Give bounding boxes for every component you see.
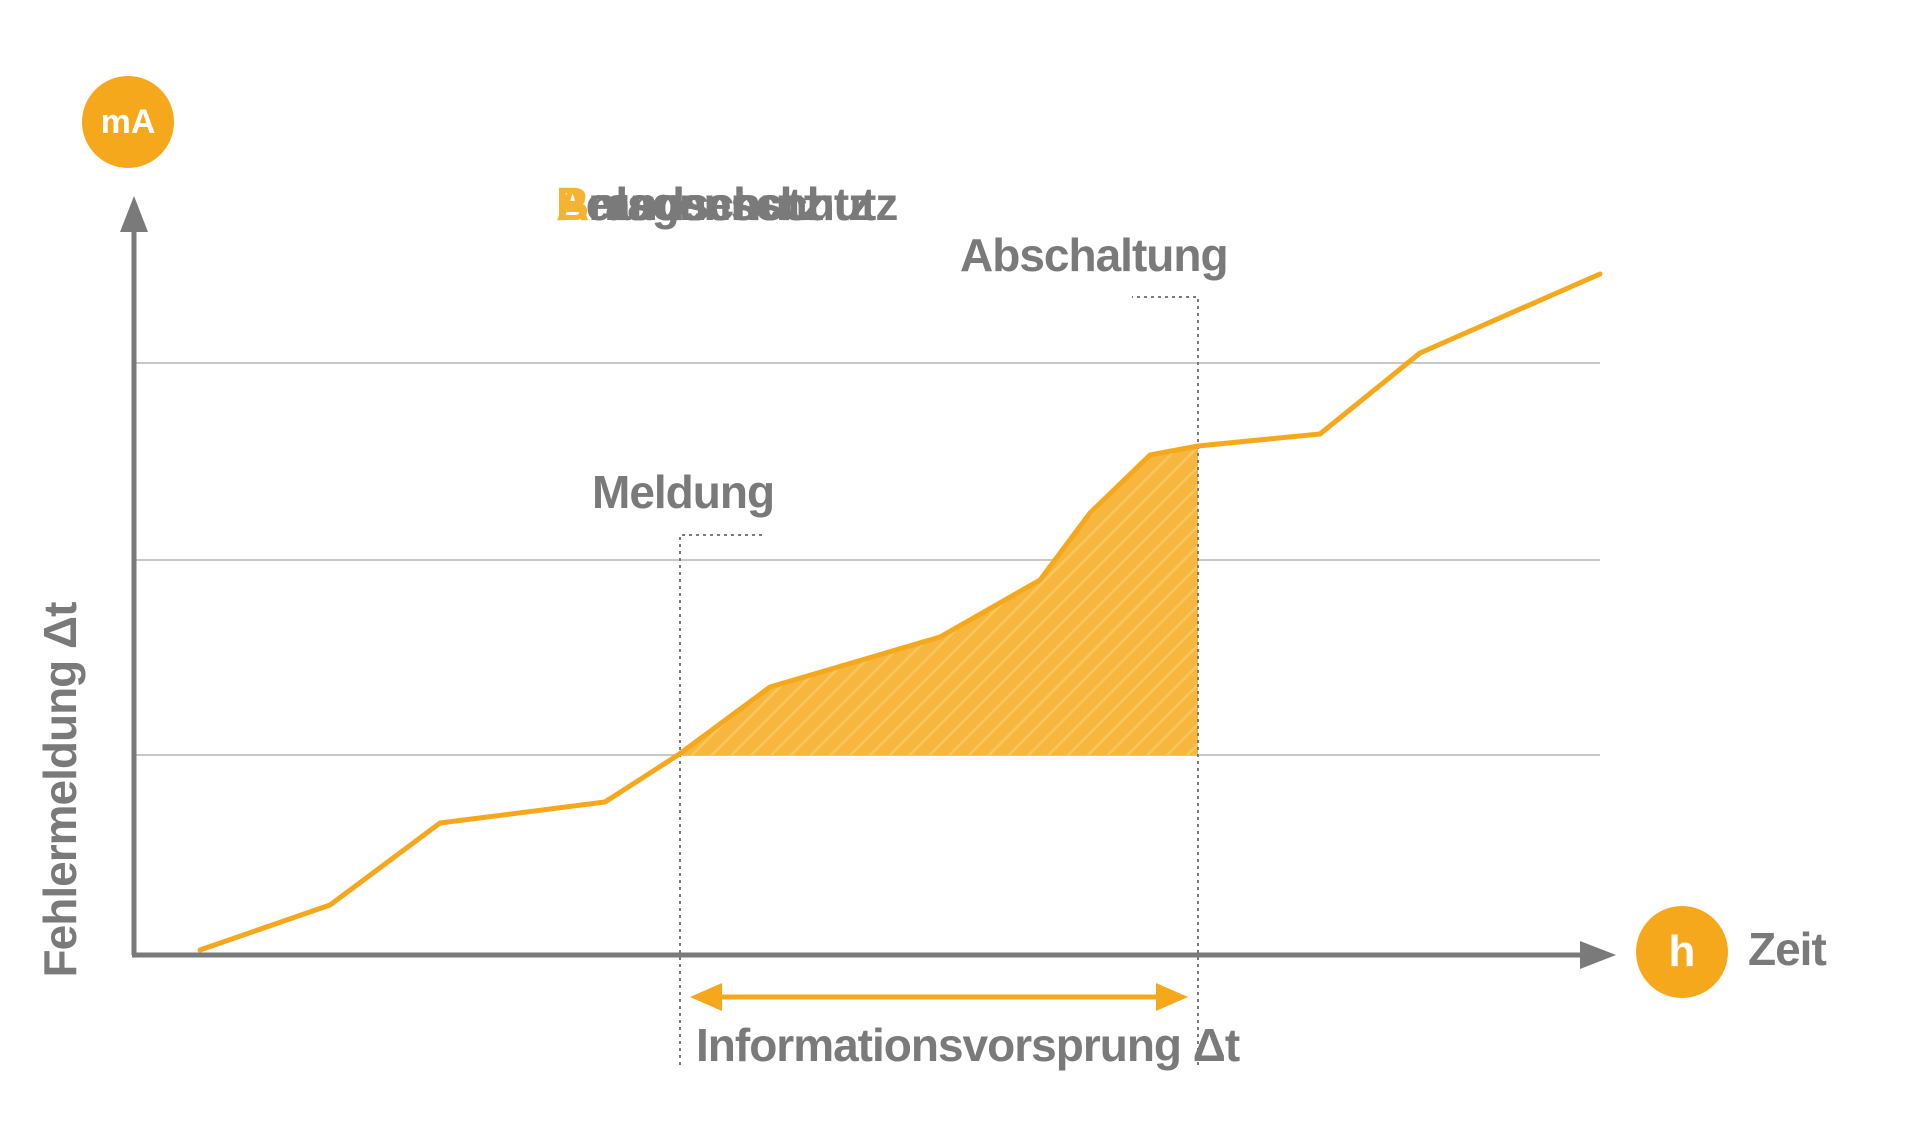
x-axis-label: Zeit (1748, 923, 1827, 975)
shutdown-marker-line (1132, 296, 1199, 1065)
x-axis-arrowhead (1580, 941, 1616, 969)
interval-arrow-left-head (690, 983, 722, 1011)
fault-current-curve (197, 271, 1603, 953)
protection-item-initial: P (556, 178, 587, 230)
information-advantage-label: Informationsvorsprung Δt (696, 1019, 1240, 1071)
protection-item-initial: B (556, 178, 589, 230)
hour-badge-label: h (1668, 927, 1696, 976)
hour-badge: h (1636, 906, 1728, 998)
interval-arrow-right-head (1156, 983, 1188, 1011)
protection-item-text: nlagenschutz (588, 178, 871, 230)
protection-item-brandschutz: Brandschutz (556, 173, 825, 235)
y-axis-arrowhead (120, 196, 148, 232)
protection-item-text: ersonenschutz (585, 178, 899, 230)
milliampere-badge: mA (82, 76, 174, 168)
milliampere-badge-label: mA (100, 102, 156, 141)
shutdown-label: Abschaltung (960, 229, 1229, 281)
protection-item-personenschutz: Personenschutz (556, 173, 899, 235)
protection-item-text: randschutz (588, 178, 824, 230)
y-axis-label: Fehlermeldung Δt (34, 602, 86, 978)
protection-item-anlagenschutz: Anlagenschutz (556, 173, 871, 235)
report-label: Meldung (592, 466, 775, 518)
report-marker-line (679, 534, 762, 1065)
protection-item-initial: A (556, 178, 589, 230)
